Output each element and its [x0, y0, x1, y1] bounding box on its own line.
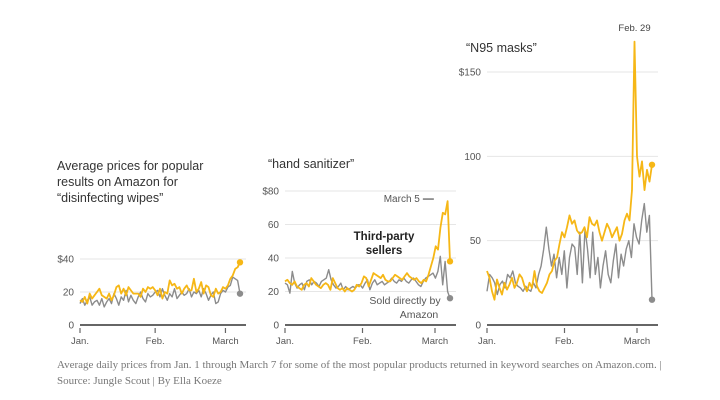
y-tick-label-sanitizer-0: 0 — [273, 321, 279, 332]
series-line-wipes-amazon — [79, 276, 241, 308]
series-endpoint-n95-amazon — [648, 296, 656, 303]
y-tick-label-n95-2: 100 — [464, 152, 481, 163]
series-line-n95-amazon — [486, 202, 653, 300]
series-endpoint-wipes-amazon — [236, 290, 244, 297]
y-tick-label-sanitizer-2: 40 — [268, 254, 280, 265]
chart-title-sanitizer: “hand sanitizer” — [268, 156, 354, 172]
x-tick-label-sanitizer-0: Jan. — [276, 336, 294, 347]
series-line-sanitizer-third-party — [284, 200, 451, 293]
series-endpoint-sanitizer-third-party — [446, 258, 454, 265]
chart-title-sanitizer-line-1: “hand sanitizer” — [268, 157, 355, 171]
series-endpoint-wipes-third-party — [236, 259, 244, 266]
series-line-wipes-third-party — [79, 261, 241, 305]
x-tick-label-wipes-0: Jan. — [71, 336, 89, 347]
chart-title-n95-line-1: “N95 masks” — [466, 41, 537, 55]
chart-title-wipes: Average prices for popular results on Am… — [57, 158, 247, 206]
chart-title-wipes-line-2: results on Amazon for — [57, 175, 178, 189]
series-line-n95-third-party — [486, 40, 653, 301]
x-tick-label-n95-1: Feb. — [555, 336, 574, 347]
y-tick-label-wipes-1: 20 — [63, 288, 75, 299]
chart-title-n95: “N95 masks” — [466, 40, 537, 56]
y-tick-label-n95-3: $150 — [459, 68, 482, 79]
annotation-amazon-line-2: Amazon — [400, 309, 439, 321]
y-tick-label-wipes-0: 0 — [68, 321, 74, 332]
y-tick-label-n95-1: 50 — [470, 236, 482, 247]
series-endpoint-sanitizer-amazon — [446, 295, 454, 302]
y-tick-label-sanitizer-3: 60 — [268, 220, 280, 231]
x-tick-label-n95-2: March — [624, 336, 650, 347]
annotation-amazon-line-1: Sold directly by — [369, 295, 441, 307]
chart-title-wipes-line-1: Average prices for popular — [57, 159, 204, 173]
annotation-feb-29: Feb. 29 — [618, 23, 650, 34]
x-tick-label-wipes-1: Feb. — [146, 336, 165, 347]
annotation-third-party-line-1: Third-party — [354, 231, 415, 243]
x-tick-label-sanitizer-2: March — [422, 336, 448, 347]
y-tick-label-wipes-2: $40 — [57, 255, 74, 266]
x-tick-label-n95-0: Jan. — [478, 336, 496, 347]
y-tick-label-sanitizer-1: 20 — [268, 287, 280, 298]
annotation-third-party-line-2: sellers — [366, 245, 402, 257]
annotation-march-5: March 5 — [384, 194, 421, 205]
x-tick-label-sanitizer-1: Feb. — [353, 336, 372, 347]
chart-title-wipes-line-3: “disinfecting wipes” — [57, 191, 164, 205]
chart-caption: Average daily prices from Jan. 1 through… — [57, 359, 662, 387]
y-tick-label-n95-0: 0 — [475, 321, 481, 332]
series-endpoint-n95-third-party — [648, 161, 656, 168]
y-tick-label-sanitizer-4: $80 — [262, 187, 279, 198]
x-tick-label-wipes-2: March — [212, 336, 238, 347]
